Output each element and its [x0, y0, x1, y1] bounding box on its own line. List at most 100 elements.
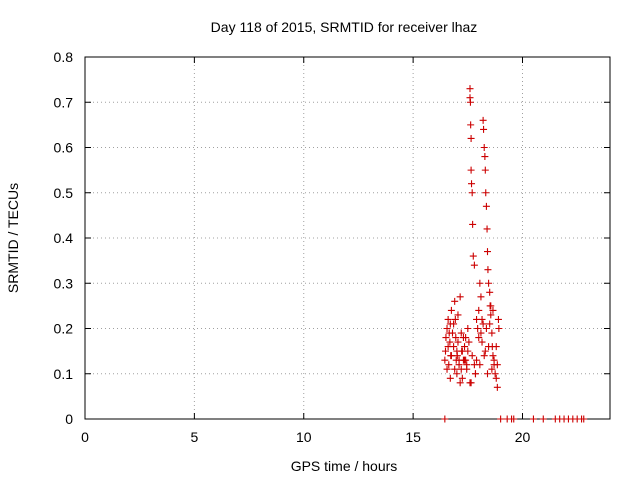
data-point — [469, 220, 477, 228]
data-point — [450, 320, 458, 328]
data-point — [468, 180, 476, 188]
x-tick-label: 20 — [515, 429, 531, 445]
data-point — [475, 306, 483, 314]
data-point — [444, 315, 452, 323]
data-point — [488, 329, 496, 337]
data-point — [446, 374, 454, 382]
data-point — [486, 288, 494, 296]
grid-lines — [85, 57, 610, 419]
data-point — [487, 302, 495, 310]
data-point — [478, 338, 486, 346]
data-point — [482, 202, 490, 210]
data-point — [468, 189, 476, 197]
data-point — [441, 356, 449, 364]
data-point — [442, 334, 450, 342]
data-point — [445, 329, 453, 337]
data-point — [488, 365, 496, 373]
data-point — [510, 415, 518, 423]
data-point — [446, 338, 454, 346]
data-point — [445, 361, 453, 369]
data-point — [489, 352, 497, 360]
x-tick-label: 10 — [296, 429, 312, 445]
y-tick-label: 0.6 — [54, 140, 74, 156]
data-point — [454, 338, 462, 346]
data-point — [443, 325, 451, 332]
data-point — [447, 352, 455, 360]
data-point — [453, 370, 461, 378]
data-point — [455, 356, 463, 364]
data-point — [443, 365, 451, 373]
data-point — [463, 365, 471, 373]
data-point — [470, 261, 478, 269]
data-point — [477, 293, 485, 301]
tick-labels: 0 0.1 0.2 0.3 0.4 0.5 0.6 0.7 0.8 0 5 10 15 20 — [54, 49, 531, 445]
data-point — [479, 116, 487, 124]
axis-ticks — [84, 56, 610, 420]
data-point — [464, 325, 472, 332]
data-point — [456, 293, 464, 301]
data-point — [529, 415, 537, 423]
data-point — [481, 347, 489, 355]
y-tick-label: 0 — [65, 411, 73, 427]
data-point — [495, 325, 503, 332]
data-point — [474, 325, 482, 332]
data-point — [479, 320, 487, 328]
data-point — [452, 334, 460, 342]
y-tick-label: 0.4 — [54, 230, 74, 246]
data-point — [467, 166, 475, 174]
data-point — [480, 125, 488, 133]
x-tick-label: 15 — [405, 429, 421, 445]
data-point — [465, 338, 473, 346]
data-point — [482, 325, 490, 332]
x-axis-label: GPS time / hours — [291, 458, 398, 474]
data-point — [457, 329, 465, 337]
data-point — [485, 279, 493, 287]
data-point — [468, 352, 476, 360]
data-point — [451, 365, 459, 373]
data-point — [491, 370, 499, 378]
data-point — [487, 311, 495, 319]
data-point — [453, 347, 461, 355]
data-point — [466, 379, 474, 387]
data-point — [466, 98, 474, 106]
data-point — [466, 85, 474, 93]
data-point — [442, 347, 449, 355]
plot-frame — [84, 56, 611, 420]
data-point — [473, 356, 481, 364]
data-point — [476, 279, 484, 287]
y-tick-label: 0.7 — [54, 94, 74, 110]
data-point — [473, 315, 481, 323]
x-tick-label: 0 — [81, 429, 89, 445]
data-point — [482, 189, 490, 197]
data-point — [492, 343, 500, 351]
data-point — [441, 415, 449, 423]
data-point — [447, 306, 455, 314]
data-point — [492, 374, 500, 382]
data-point — [493, 383, 501, 391]
x-tick-label: 5 — [190, 429, 198, 445]
data-point — [484, 370, 491, 378]
data-point — [475, 334, 483, 342]
data-markers — [441, 85, 588, 423]
data-point — [451, 297, 459, 305]
data-point — [539, 415, 547, 423]
y-tick-label: 0.3 — [54, 275, 74, 291]
data-point — [486, 320, 494, 328]
y-tick-label: 0.2 — [54, 321, 74, 337]
data-point — [481, 166, 489, 174]
data-point — [480, 144, 488, 151]
data-point — [456, 379, 464, 387]
data-point — [493, 361, 501, 369]
data-point — [494, 315, 502, 323]
data-point — [485, 343, 493, 351]
data-point — [464, 347, 472, 355]
y-tick-label: 0.1 — [54, 366, 74, 382]
data-point — [444, 343, 452, 351]
data-point — [459, 334, 467, 342]
data-point — [469, 252, 477, 260]
data-point — [454, 311, 462, 319]
y-axis-label: SRMTID / TECUs — [5, 183, 21, 293]
data-point — [470, 361, 478, 369]
y-tick-label: 0.8 — [54, 49, 74, 65]
